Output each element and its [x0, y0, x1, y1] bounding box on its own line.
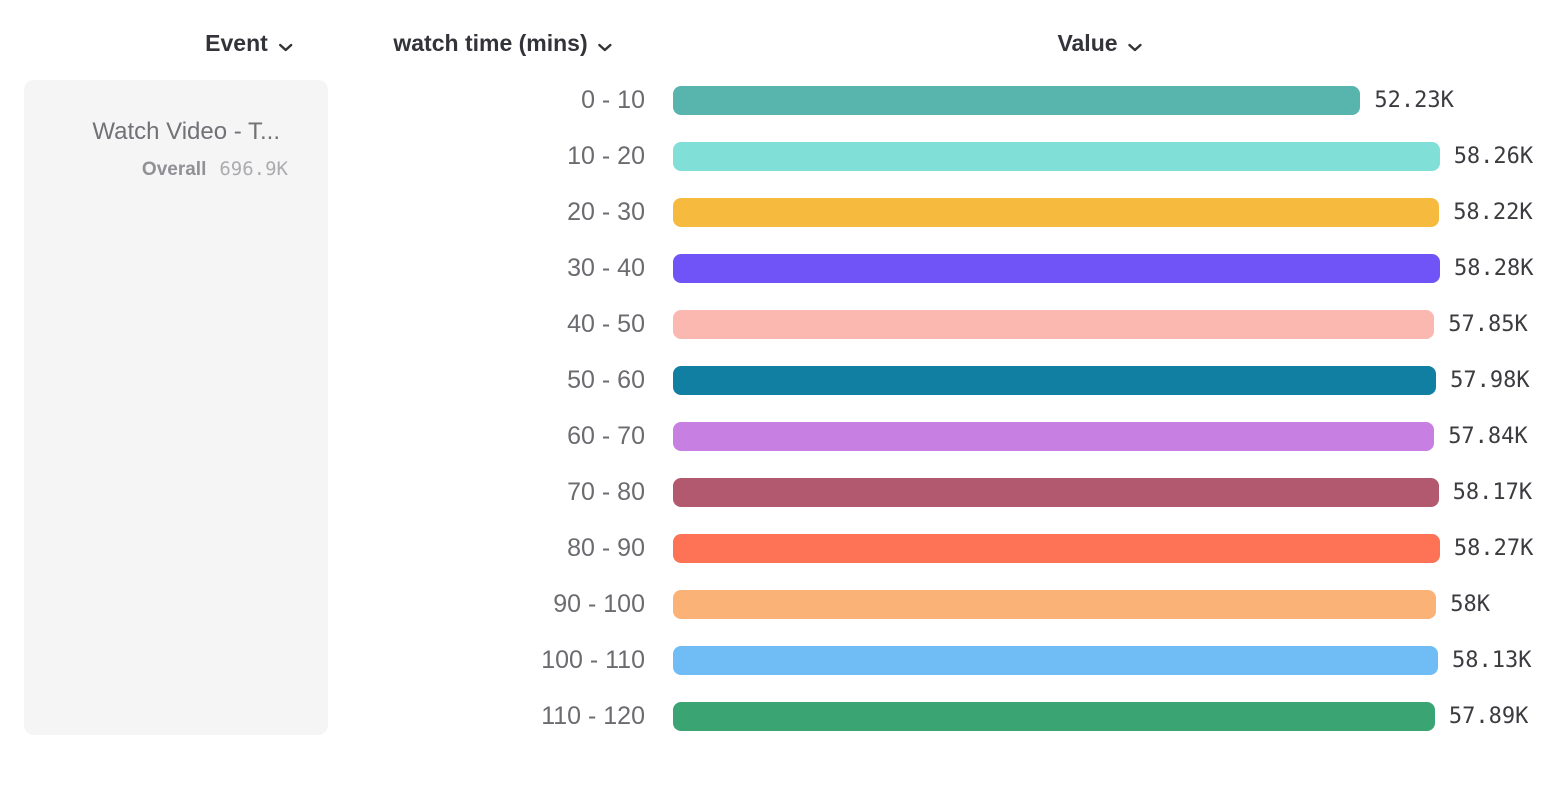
- category-label: 80 - 90: [567, 533, 645, 562]
- event-column-selector[interactable]: Event: [205, 28, 293, 58]
- bar[interactable]: [673, 141, 1440, 171]
- bar[interactable]: [673, 589, 1437, 619]
- overall-value: 696.9K: [219, 158, 288, 180]
- bar[interactable]: [673, 85, 1361, 115]
- bar[interactable]: [673, 309, 1435, 339]
- chart-row: 80 - 90 58.27K: [0, 520, 1568, 576]
- category-label: 60 - 70: [567, 421, 645, 450]
- value-column-selector[interactable]: Value: [1057, 28, 1142, 58]
- value-label: 57.85K: [1448, 311, 1528, 337]
- chart-row: 20 - 30 58.22K: [0, 184, 1568, 240]
- bar[interactable]: [673, 645, 1438, 675]
- category-label: 100 - 110: [541, 645, 645, 674]
- bar[interactable]: [673, 477, 1439, 507]
- value-label: 58K: [1450, 591, 1491, 617]
- value-label: 52.23K: [1374, 87, 1454, 113]
- bar[interactable]: [673, 365, 1437, 395]
- bar[interactable]: [673, 701, 1435, 731]
- overall-row: Overall 696.9K: [24, 158, 328, 181]
- overall-label: Overall: [141, 159, 207, 180]
- value-label: 58.27K: [1453, 535, 1534, 561]
- chart-row: 70 - 80 58.17K: [0, 464, 1568, 520]
- category-label: 30 - 40: [567, 253, 645, 282]
- chart-row: 0 - 10 52.23K: [0, 72, 1568, 128]
- event-name: Watch Video - T...: [92, 118, 280, 145]
- category-label: 50 - 60: [567, 365, 645, 394]
- category-label: 90 - 100: [553, 589, 645, 618]
- category-label: 20 - 30: [567, 197, 645, 226]
- chart-row: 60 - 70 57.84K: [0, 408, 1568, 464]
- chart-row: 90 - 100 58K: [0, 576, 1568, 632]
- chart-row: 30 - 40 58.28K: [0, 240, 1568, 296]
- bar[interactable]: [673, 253, 1440, 283]
- value-label: 58.17K: [1452, 479, 1533, 505]
- chart-row: 110 - 120 57.89K: [0, 688, 1568, 744]
- value-label: 57.98K: [1450, 367, 1530, 393]
- bar[interactable]: [673, 533, 1440, 563]
- event-column-label: Event: [205, 29, 268, 56]
- event-legend-card[interactable]: Watch Video - T... Overall 696.9K: [24, 80, 328, 735]
- category-label: 110 - 120: [541, 701, 645, 730]
- category-label: 0 - 10: [581, 85, 645, 114]
- value-label: 57.89K: [1448, 703, 1529, 729]
- value-label: 58.13K: [1452, 647, 1532, 673]
- value-column-label: Value: [1057, 29, 1118, 56]
- breakdown-column-selector[interactable]: watch time (mins): [393, 28, 612, 58]
- breakdown-column-label: watch time (mins): [393, 29, 588, 56]
- chevron-down-icon: [278, 31, 293, 58]
- value-label: 58.22K: [1453, 199, 1533, 225]
- bar-chart: 0 - 10 52.23K 10 - 20 58.26K 20 - 30 58.…: [0, 72, 1568, 744]
- category-label: 70 - 80: [567, 477, 645, 506]
- chart-row: 10 - 20 58.26K: [0, 128, 1568, 184]
- category-label: 40 - 50: [567, 309, 645, 338]
- chart-row: 40 - 50 57.85K: [0, 296, 1568, 352]
- bar[interactable]: [673, 197, 1440, 227]
- chevron-down-icon: [1128, 31, 1143, 58]
- bar[interactable]: [673, 421, 1435, 451]
- chart-row: 100 - 110 58.13K: [0, 632, 1568, 688]
- chevron-down-icon: [598, 31, 613, 58]
- value-label: 57.84K: [1448, 423, 1528, 449]
- category-label: 10 - 20: [567, 141, 645, 170]
- value-label: 58.28K: [1454, 255, 1534, 281]
- value-label: 58.26K: [1453, 143, 1534, 169]
- chart-row: 50 - 60 57.98K: [0, 352, 1568, 408]
